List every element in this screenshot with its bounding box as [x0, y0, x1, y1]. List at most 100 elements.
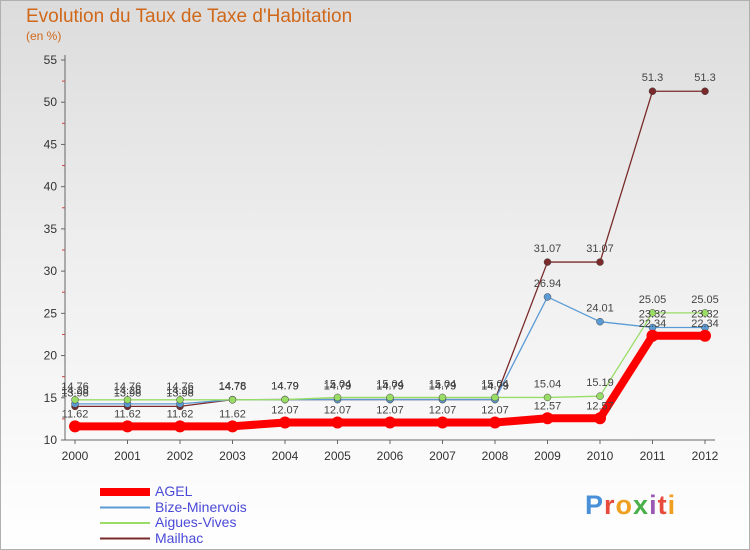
legend-label: Aigues-Vives — [155, 514, 237, 530]
data-label: 11.62 — [62, 408, 89, 420]
x-tick-label: 2008 — [482, 449, 509, 463]
data-label: 22.34 — [691, 318, 719, 330]
chart-title: Evolution du Taux de Taxe d'Habitation — [26, 6, 353, 27]
data-label: 11.62 — [219, 408, 246, 420]
x-tick-label: 2010 — [587, 449, 614, 463]
y-tick-label: 50 — [44, 95, 58, 109]
data-label: 51.3 — [694, 72, 715, 84]
data-point — [121, 420, 134, 433]
data-point — [174, 420, 186, 433]
data-label: 23.32 — [639, 309, 667, 321]
x-tick-label: 2000 — [62, 449, 89, 463]
data-point — [646, 329, 659, 342]
data-label: 23.32 — [691, 309, 719, 321]
data-label: 15.04 — [534, 378, 562, 390]
y-tick-label: 55 — [44, 53, 58, 67]
data-label: 26.94 — [534, 278, 562, 290]
data-label: 15.04 — [324, 378, 352, 390]
data-label: 14.79 — [324, 381, 352, 393]
x-tick-label: 2012 — [692, 449, 719, 463]
data-point — [541, 412, 554, 425]
data-label: 22.34 — [639, 318, 667, 330]
data-label: 24.01 — [586, 303, 614, 315]
data-label: 14.79 — [271, 381, 299, 393]
data-point — [648, 87, 657, 95]
data-point — [543, 393, 552, 402]
data-point — [438, 393, 447, 402]
proxiti-logo: Proxiti — [585, 490, 677, 520]
data-label: 11.62 — [167, 408, 194, 420]
legend-label: Bize-Minervois — [155, 498, 247, 515]
data-point — [436, 416, 449, 429]
y-tick-label: 15 — [44, 391, 58, 405]
data-label: 12.07 — [376, 405, 404, 417]
data-point — [69, 420, 81, 433]
data-label: 14.79 — [481, 381, 509, 393]
data-label: 14.28 — [61, 385, 89, 397]
y-tick-label: 30 — [44, 264, 58, 278]
data-label: 15.04 — [429, 378, 457, 390]
data-label: 14.28 — [166, 385, 194, 397]
unit-label: (en %) — [26, 29, 62, 43]
y-tick-label: 25 — [44, 306, 58, 320]
data-label: 25.05 — [691, 294, 719, 306]
x-tick-label: 2009 — [534, 449, 561, 463]
data-point — [228, 396, 237, 404]
x-tick-label: 2006 — [377, 449, 404, 463]
data-point — [71, 396, 79, 404]
x-tick-label: 2002 — [167, 449, 194, 463]
data-point — [123, 396, 132, 404]
data-label: 51.3 — [642, 72, 663, 84]
data-label: 14.28 — [114, 385, 142, 397]
data-label: 12.07 — [324, 405, 352, 417]
data-label: 14.79 — [481, 381, 509, 393]
data-point — [279, 416, 291, 429]
data-label: 12.57 — [586, 400, 614, 412]
data-point — [489, 416, 501, 429]
data-label: 12.07 — [481, 405, 509, 417]
x-tick-label: 2005 — [324, 449, 351, 463]
x-tick-label: 2007 — [429, 449, 456, 463]
data-point — [384, 416, 396, 429]
legend-label: AGEL — [155, 483, 193, 499]
data-label: 31.07 — [586, 243, 614, 255]
data-point — [596, 392, 604, 400]
data-label: 12.07 — [271, 405, 299, 417]
x-tick-label: 2004 — [272, 449, 299, 463]
data-label: 14.79 — [376, 381, 404, 393]
data-label: 14.76 — [61, 381, 89, 393]
data-point — [596, 317, 604, 326]
data-point — [176, 396, 184, 404]
data-point — [543, 293, 552, 301]
data-point — [386, 393, 394, 402]
data-point — [596, 258, 604, 266]
data-label: 15.04 — [481, 378, 509, 390]
data-point — [543, 258, 552, 266]
data-point — [331, 416, 344, 429]
data-label: 14.79 — [429, 381, 457, 393]
data-label: 13.98 — [61, 387, 89, 399]
y-tick-label: 20 — [44, 349, 58, 363]
data-label: 14.79 — [271, 381, 299, 393]
y-tick-label: 10 — [44, 433, 58, 447]
data-label: 14.76 — [114, 381, 142, 393]
data-point — [594, 412, 606, 425]
x-tick-label: 2003 — [219, 449, 246, 463]
data-point — [648, 309, 657, 317]
data-label: 14.76 — [219, 381, 247, 393]
data-label: 14.78 — [219, 381, 247, 393]
data-label: 11.62 — [114, 408, 141, 420]
data-label: 13.98 — [114, 387, 142, 399]
data-label: 12.57 — [534, 400, 562, 412]
data-label: 25.05 — [639, 294, 667, 306]
data-point — [333, 393, 342, 402]
data-point — [226, 420, 239, 433]
data-label: 12.07 — [429, 405, 457, 417]
x-tick-label: 2011 — [640, 449, 666, 463]
data-label: 13.98 — [166, 387, 194, 399]
x-tick-label: 2001 — [114, 449, 141, 463]
y-tick-label: 40 — [44, 180, 58, 194]
data-label: 14.79 — [271, 381, 299, 393]
